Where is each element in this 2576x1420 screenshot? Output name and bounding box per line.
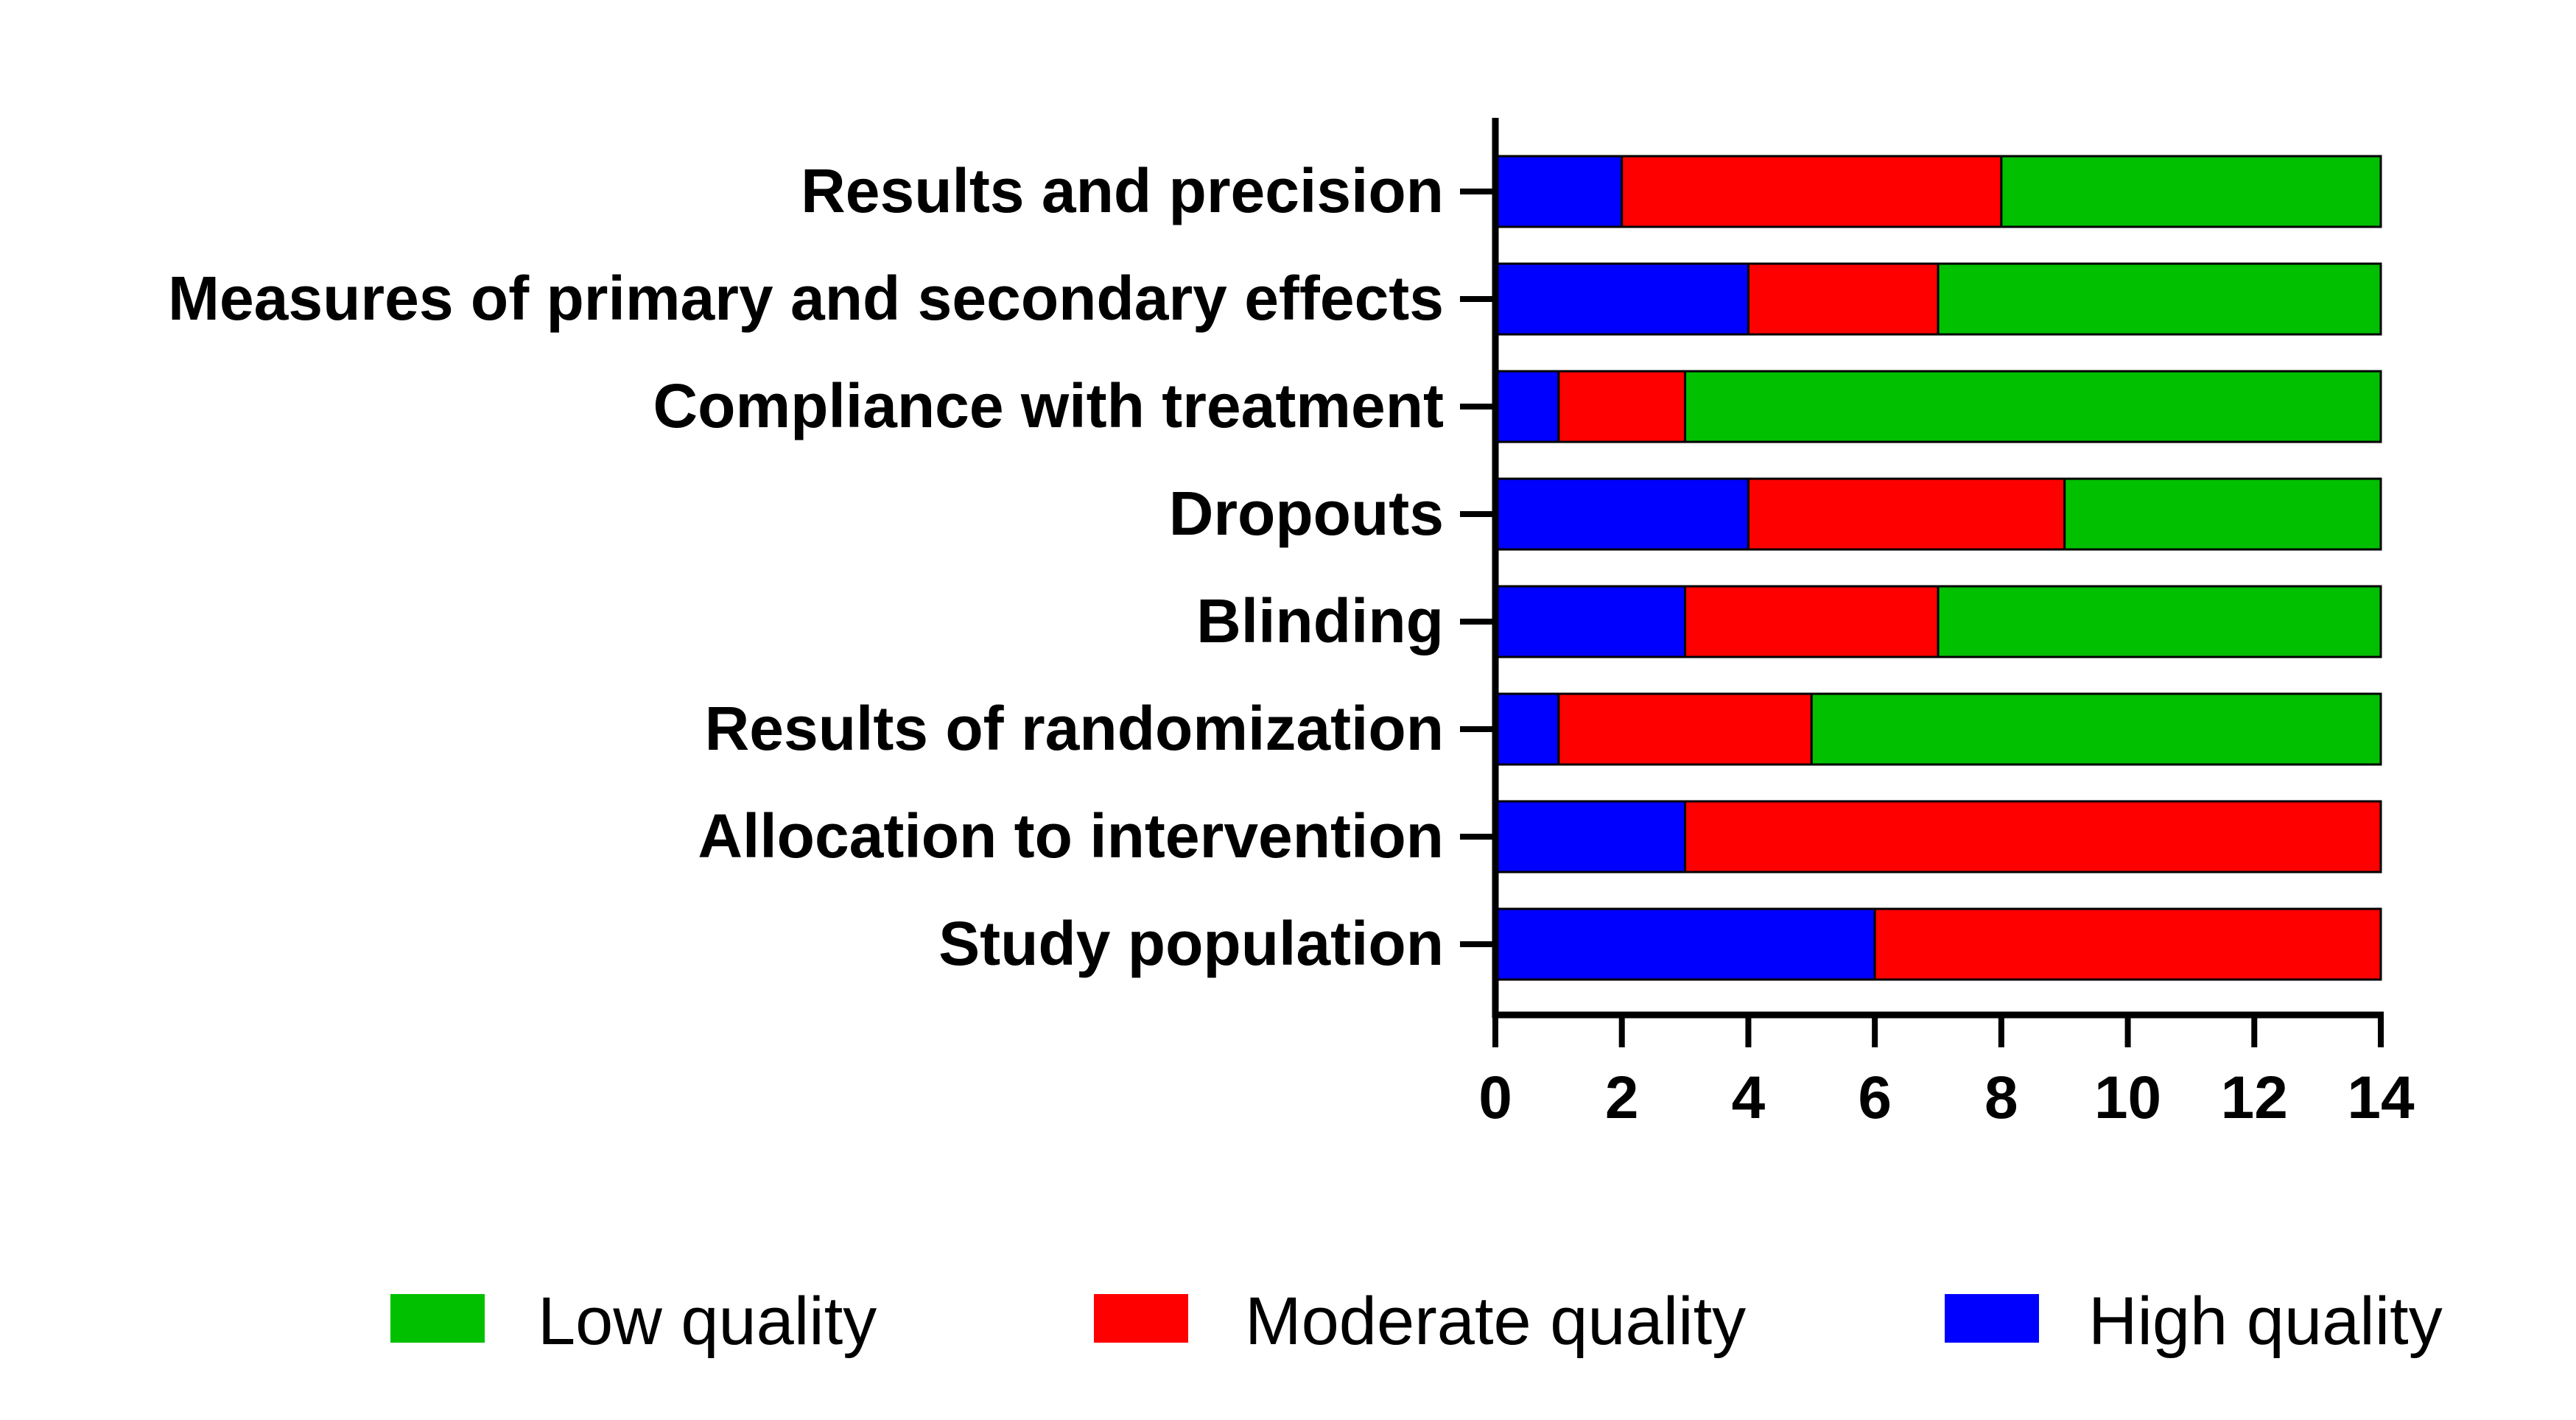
bar-study-population-moderate-quality	[1873, 907, 2382, 981]
bar-blinding-high-quality	[1494, 585, 1687, 658]
axes-layer	[1460, 118, 2384, 1047]
category-label: Dropouts	[1169, 479, 1444, 548]
x-tick-label: 8	[1984, 1064, 2018, 1131]
category-label: Measures of primary and secondary effect…	[168, 264, 1444, 333]
x-tick-label: 2	[1605, 1064, 1639, 1131]
bar-blinding-low-quality	[1937, 585, 2382, 658]
legend-swatch-low-quality	[390, 1294, 485, 1343]
legend: Low quality Moderate quality High quality	[390, 1284, 2443, 1359]
x-tick-label: 4	[1732, 1064, 1766, 1131]
bar-compliance-with-treatment-high-quality	[1494, 370, 1560, 443]
category-label: Results and precision	[801, 156, 1444, 225]
bar-dropouts-moderate-quality	[1747, 477, 2066, 551]
legend-swatch-high-quality	[1945, 1294, 2039, 1343]
bar-compliance-with-treatment-low-quality	[1684, 370, 2382, 443]
x-tick-label: 14	[2347, 1064, 2415, 1131]
bar-dropouts-high-quality	[1494, 477, 1749, 551]
x-tick-label: 12	[2221, 1064, 2288, 1131]
bar-compliance-with-treatment-moderate-quality	[1557, 370, 1687, 443]
bar-measures-of-primary-and-secondary-effects-low-quality	[1937, 262, 2382, 336]
category-label: Compliance with treatment	[653, 371, 1444, 440]
bar-results-of-randomization-high-quality	[1494, 692, 1560, 766]
bar-results-and-precision-high-quality	[1494, 155, 1624, 228]
x-tick-label: 0	[1478, 1064, 1512, 1131]
category-label: Results of randomization	[705, 694, 1444, 763]
x-tick-label: 6	[1858, 1064, 1892, 1131]
legend-swatch-moderate-quality	[1094, 1294, 1188, 1343]
bar-allocation-to-intervention-high-quality	[1494, 800, 1687, 874]
category-label: Study population	[938, 909, 1444, 978]
legend-label-moderate-quality: Moderate quality	[1245, 1284, 1746, 1359]
bar-results-of-randomization-low-quality	[1810, 692, 2382, 766]
labels-layer: Results and precision Measures of primary…	[168, 156, 2415, 1131]
bar-measures-of-primary-and-secondary-effects-high-quality	[1494, 262, 1749, 336]
legend-label-high-quality: High quality	[2088, 1284, 2443, 1359]
bar-results-of-randomization-moderate-quality	[1557, 692, 1813, 766]
bar-dropouts-low-quality	[2063, 477, 2382, 551]
bar-results-and-precision-moderate-quality	[1621, 155, 2003, 228]
bar-measures-of-primary-and-secondary-effects-moderate-quality	[1747, 262, 1940, 336]
bars-layer	[1494, 155, 2382, 981]
x-tick-label: 10	[2094, 1064, 2161, 1131]
legend-label-low-quality: Low quality	[538, 1284, 877, 1359]
bar-blinding-moderate-quality	[1684, 585, 1940, 658]
category-label: Blinding	[1196, 586, 1444, 655]
bar-allocation-to-intervention-moderate-quality	[1684, 800, 2382, 874]
bar-results-and-precision-low-quality	[2000, 155, 2382, 228]
bar-study-population-high-quality	[1494, 907, 1876, 981]
category-label: Allocation to intervention	[698, 801, 1444, 871]
